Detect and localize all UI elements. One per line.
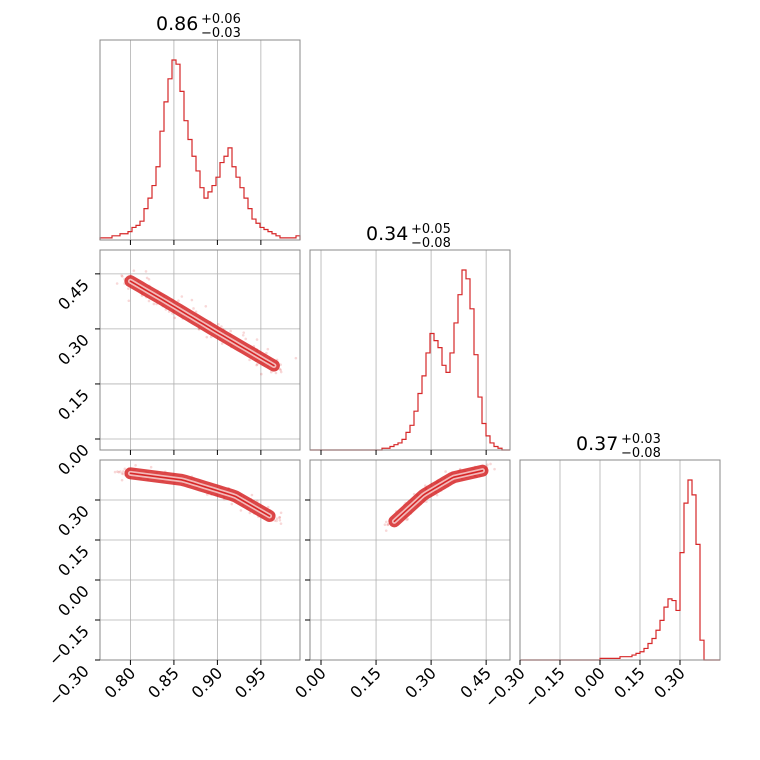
- panel-frame: [309, 249, 511, 451]
- panel-title-minus: −0.08: [411, 236, 451, 251]
- sample-point: [383, 523, 387, 526]
- panel-title-plus: +0.05: [411, 222, 451, 237]
- sample-point: [386, 523, 390, 527]
- density-contour-core: [129, 280, 275, 367]
- sample-point: [405, 518, 409, 522]
- sample-point: [486, 463, 489, 466]
- sample-point: [115, 282, 119, 285]
- sample-point: [255, 363, 259, 366]
- sample-point: [255, 363, 258, 367]
- sample-point: [204, 304, 208, 308]
- sample-point: [121, 470, 125, 473]
- sample-point: [229, 329, 232, 333]
- hist-panel-1: 0.86 +0.06−0.03: [99, 12, 301, 245]
- sample-point: [279, 522, 283, 525]
- sample-point: [117, 470, 121, 474]
- sample-point: [260, 372, 263, 376]
- sample-point: [120, 274, 123, 277]
- panel-frame: [519, 459, 721, 661]
- sample-point: [145, 276, 149, 280]
- sample-point: [489, 462, 492, 466]
- sample-point: [121, 472, 125, 476]
- sample-point: [180, 295, 184, 298]
- panel-frame: [99, 39, 301, 241]
- sample-point: [239, 509, 243, 512]
- sample-point: [255, 338, 259, 341]
- panel-frame: [99, 249, 301, 451]
- sample-point: [230, 502, 234, 506]
- panel-title-minus: −0.08: [621, 446, 661, 461]
- sample-point: [250, 493, 254, 497]
- sample-point: [241, 333, 245, 337]
- sample-point: [220, 342, 224, 345]
- panel-title-plus: +0.06: [201, 12, 241, 27]
- sample-point: [220, 325, 223, 328]
- sample-point: [147, 299, 151, 303]
- sample-point: [273, 519, 277, 522]
- density-contour-core: [393, 469, 484, 523]
- sample-point: [269, 370, 273, 374]
- sample-point: [278, 516, 281, 519]
- sample-point: [248, 511, 252, 515]
- sample-point: [248, 358, 251, 362]
- sample-point: [134, 463, 137, 467]
- sample-point: [279, 370, 283, 374]
- sample-point: [279, 368, 283, 372]
- panel-title-plus: +0.03: [621, 432, 661, 447]
- sample-point: [127, 287, 130, 290]
- sample-point: [386, 523, 390, 526]
- sample-point: [113, 470, 117, 474]
- panel-title-value: 0.86: [156, 13, 198, 35]
- sample-point: [120, 472, 124, 475]
- sample-point: [444, 470, 447, 473]
- sample-point: [384, 529, 388, 532]
- sample-point: [173, 316, 177, 320]
- sample-point: [242, 331, 246, 334]
- sample-point: [127, 299, 131, 303]
- sample-point: [119, 470, 122, 473]
- sample-point: [147, 277, 151, 281]
- sample-point: [190, 298, 194, 302]
- sample-point: [123, 467, 127, 471]
- sample-point: [279, 511, 283, 515]
- sample-point: [493, 467, 496, 471]
- sample-point: [116, 470, 119, 473]
- sample-point: [194, 310, 198, 314]
- sample-point: [274, 371, 278, 375]
- sample-point: [278, 518, 282, 522]
- sample-point: [423, 484, 427, 488]
- sample-point: [275, 519, 278, 523]
- panel-title-value: 0.37: [576, 433, 618, 455]
- sample-point: [294, 356, 298, 360]
- panel-title-value: 0.34: [366, 223, 408, 245]
- hist-panel-2: 0.34 +0.05−0.08: [309, 222, 511, 455]
- sample-point: [275, 517, 279, 520]
- sample-point: [406, 517, 410, 521]
- panel-frame: [99, 459, 301, 661]
- histogram-step-line: [99, 59, 301, 240]
- sample-point: [265, 351, 268, 355]
- sample-point: [152, 302, 156, 306]
- sample-point: [177, 299, 180, 303]
- sample-point: [266, 347, 270, 351]
- sample-point: [121, 275, 124, 278]
- sample-point: [279, 363, 282, 366]
- sample-point: [132, 269, 136, 272]
- density-contour-core: [129, 472, 271, 517]
- sample-point: [244, 337, 248, 341]
- sample-point: [144, 270, 148, 273]
- sample-point: [278, 516, 282, 519]
- sample-point: [435, 493, 439, 497]
- sample-point: [266, 505, 270, 509]
- sample-point: [149, 465, 153, 469]
- sample-point: [120, 478, 124, 482]
- sample-point: [217, 322, 220, 326]
- panel-frame: [309, 459, 511, 661]
- sample-point: [192, 307, 195, 310]
- sample-point: [384, 520, 388, 524]
- panel-title-minus: −0.03: [201, 26, 241, 41]
- sample-point: [205, 335, 209, 339]
